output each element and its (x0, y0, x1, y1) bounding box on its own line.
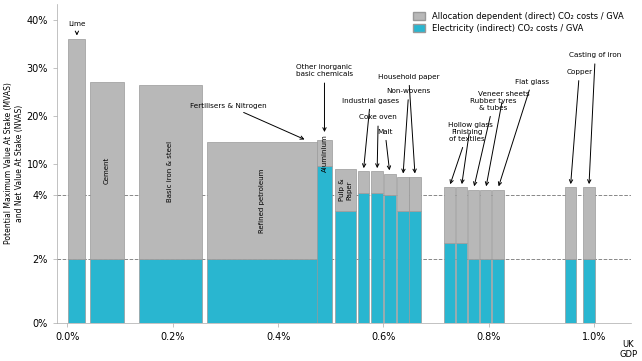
Bar (410, 211, 421, 323)
Bar (492, 259, 503, 323)
Bar (468, 190, 480, 259)
Bar (480, 190, 492, 259)
Bar (139, 259, 202, 323)
Bar (335, 211, 356, 323)
Bar (444, 187, 455, 243)
Bar (583, 259, 594, 323)
Bar (69, 259, 85, 323)
Text: Malt: Malt (377, 129, 393, 169)
Bar (139, 84, 202, 259)
Text: Household paper: Household paper (378, 74, 440, 173)
Text: Basic iron & steel: Basic iron & steel (167, 141, 173, 203)
Text: Lime: Lime (68, 21, 85, 34)
Text: Refined petroleum: Refined petroleum (259, 168, 265, 233)
Bar (371, 193, 383, 323)
Text: Veneer sheets: Veneer sheets (478, 91, 530, 185)
Bar (384, 195, 395, 323)
Bar (410, 177, 421, 211)
Text: Aluminium: Aluminium (322, 134, 327, 172)
Bar (90, 259, 124, 323)
Text: Hollow glass: Hollow glass (448, 122, 493, 183)
Bar (371, 171, 383, 193)
Bar (317, 166, 332, 323)
Bar (384, 174, 395, 195)
Bar (207, 142, 318, 259)
Legend: Allocation dependent (direct) CO₂ costs / GVA, Electricity (indirect) CO₂ costs : Allocation dependent (direct) CO₂ costs … (410, 8, 627, 36)
Text: Finishing
of textiles: Finishing of textiles (449, 129, 485, 183)
Y-axis label: Potential Maximum Value At Stake (MVAS)
and Net Value At Stake (NVAS): Potential Maximum Value At Stake (MVAS) … (4, 83, 24, 244)
Bar (565, 187, 577, 259)
Text: Coke oven: Coke oven (360, 114, 397, 167)
Text: Casting of iron: Casting of iron (569, 52, 621, 183)
Text: Copper: Copper (566, 69, 593, 183)
Text: UK
GDP: UK GDP (620, 340, 638, 359)
Text: Fertilisers & Nitrogen: Fertilisers & Nitrogen (190, 103, 304, 139)
Bar (583, 187, 594, 259)
Bar (468, 259, 480, 323)
Bar (207, 259, 318, 323)
Text: Industrial gases: Industrial gases (342, 98, 399, 167)
Bar (492, 190, 503, 259)
Bar (317, 140, 332, 166)
Bar (69, 39, 85, 259)
Bar (358, 171, 369, 193)
Bar (90, 82, 124, 259)
Bar (444, 243, 455, 323)
Text: Flat glass: Flat glass (498, 79, 549, 185)
Bar (565, 259, 577, 323)
Text: Cement: Cement (104, 157, 110, 184)
Text: Non-wovens: Non-wovens (386, 88, 431, 173)
Text: Rubber tyres
& tubes: Rubber tyres & tubes (470, 98, 516, 185)
Bar (397, 177, 409, 211)
Bar (456, 187, 467, 243)
Bar (456, 243, 467, 323)
Bar (397, 211, 409, 323)
Bar (480, 259, 492, 323)
Bar (335, 169, 356, 211)
Text: Pulp &
Paper: Pulp & Paper (339, 179, 352, 201)
Text: Other inorganic
basic chemicals: Other inorganic basic chemicals (296, 65, 353, 131)
Bar (358, 193, 369, 323)
